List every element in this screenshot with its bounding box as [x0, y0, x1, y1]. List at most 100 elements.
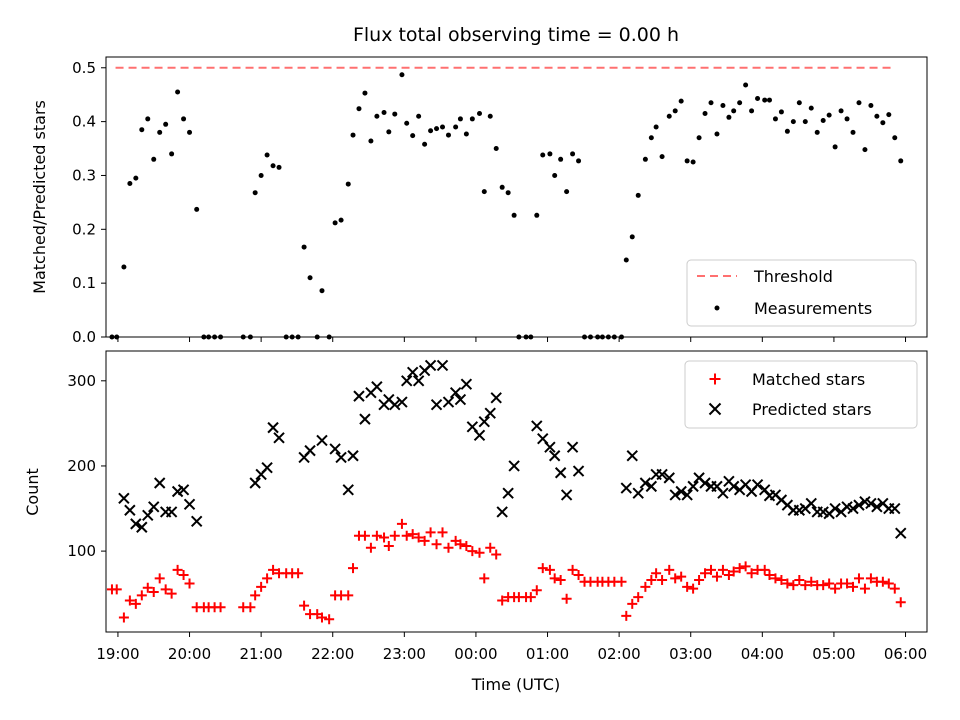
matched-star-point: [561, 593, 572, 604]
predicted-star-point: [371, 381, 383, 393]
matched-star-point: [250, 590, 261, 601]
matched-star-point: [883, 578, 894, 589]
measurement-point: [307, 275, 313, 281]
x-tick-label: 01:00: [526, 645, 569, 663]
matched-star-point: [166, 588, 177, 599]
matched-star-point: [437, 527, 448, 538]
matched-star-point: [818, 580, 829, 591]
matched-star-point: [215, 602, 226, 613]
matched-star-point: [160, 584, 171, 595]
predicted-star-point: [645, 480, 658, 493]
matched-star-point: [627, 598, 638, 609]
measurement-point: [702, 111, 708, 117]
predicted-star-point: [805, 497, 817, 510]
predicted-star-point: [478, 415, 490, 428]
predicted-star-point: [183, 498, 196, 510]
matched-star-point: [401, 530, 412, 541]
measurement-point: [399, 72, 405, 78]
measurement-point: [880, 120, 886, 126]
x-tick-label: 21:00: [240, 645, 283, 663]
measurement-point: [696, 135, 702, 141]
x-tick-label: 02:00: [598, 645, 641, 663]
measurement-point: [838, 108, 844, 114]
predicted-star-point: [871, 501, 883, 513]
bottom-plot-area: 19:00 20:00 21:00 22:00 23:00 00:00 01:00 02:00…: [67, 359, 927, 663]
predicted-star-point: [632, 487, 644, 499]
bottom-y-axis-label: Count: [23, 468, 42, 516]
measurement-point: [726, 114, 732, 120]
measurement-point: [410, 133, 416, 139]
measurement-point: [720, 102, 726, 108]
predicted-star-point: [460, 378, 473, 390]
measurement-point: [659, 154, 665, 160]
measurement-point: [678, 98, 684, 104]
predicted-star-point: [249, 477, 261, 489]
predicted-star-point: [490, 392, 502, 404]
matched-star-point: [706, 564, 717, 575]
legend-measurements-swatch: [714, 305, 720, 311]
x-tick-label: 00:00: [454, 645, 497, 663]
measurement-point: [623, 257, 629, 263]
matched-star-point: [124, 595, 135, 606]
measurement-point: [139, 127, 145, 133]
matched-star-point: [348, 563, 359, 574]
bottom-legend: Matched stars Predicted stars: [684, 360, 918, 429]
predicted-star-point: [847, 502, 859, 515]
matched-star-point: [525, 592, 536, 603]
measurement-point: [898, 158, 904, 164]
matched-star-point: [172, 564, 183, 575]
x-tick-label: 23:00: [383, 645, 426, 663]
matched-star-point: [413, 532, 424, 543]
legend-matched-swatch: [709, 373, 721, 385]
matched-star-point: [853, 573, 864, 584]
predicted-star-point: [130, 518, 142, 530]
predicted-star-point: [359, 413, 371, 425]
measurement-point: [731, 108, 737, 114]
measurement-point: [808, 105, 814, 111]
measurement-point: [381, 109, 387, 115]
measurement-point: [737, 100, 743, 106]
matched-star-point: [688, 583, 699, 594]
matched-star-point: [621, 610, 632, 621]
matched-star-point: [664, 564, 675, 575]
measurement-point: [163, 121, 169, 127]
predicted-star-point: [681, 489, 693, 501]
measurement-point: [540, 152, 546, 158]
measurement-point: [576, 158, 582, 164]
matched-star-point: [497, 595, 508, 606]
measurement-point: [534, 212, 540, 218]
predicted-star-point: [895, 527, 907, 539]
measurement-point: [766, 97, 772, 103]
predicted-star-point: [889, 502, 901, 515]
predicted-star-point: [267, 421, 279, 434]
measurement-point: [547, 151, 553, 157]
matched-star-point: [479, 573, 490, 584]
measurement-point: [778, 109, 784, 115]
measurement-point: [469, 116, 475, 122]
top-legend-box: [686, 259, 917, 327]
matched-star-point: [646, 575, 657, 586]
top-y-tick-label: 0.5: [72, 59, 96, 77]
predicted-star-point: [165, 506, 178, 518]
measurement-point: [463, 131, 469, 137]
measurement-point: [856, 100, 862, 106]
measurement-point: [814, 129, 820, 135]
matched-star-point: [531, 585, 542, 596]
matched-star-point: [555, 575, 566, 586]
measurement-point: [404, 120, 410, 126]
measurement-point: [187, 129, 193, 135]
measurement-point: [127, 181, 133, 187]
predicted-star-point: [177, 484, 190, 496]
measurement-point: [301, 244, 307, 250]
matched-star-point: [365, 542, 376, 553]
measurement-point: [844, 116, 850, 122]
matched-star-point: [359, 530, 370, 541]
top-y-axis-label: Matched/Predicted stars: [30, 100, 49, 294]
predicted-star-point: [273, 432, 285, 444]
chart-title: Flux total observing time = 0.00 h: [353, 24, 679, 46]
predicted-star-point: [496, 506, 508, 518]
measurement-point: [434, 126, 440, 132]
predicted-star-point: [675, 485, 687, 498]
